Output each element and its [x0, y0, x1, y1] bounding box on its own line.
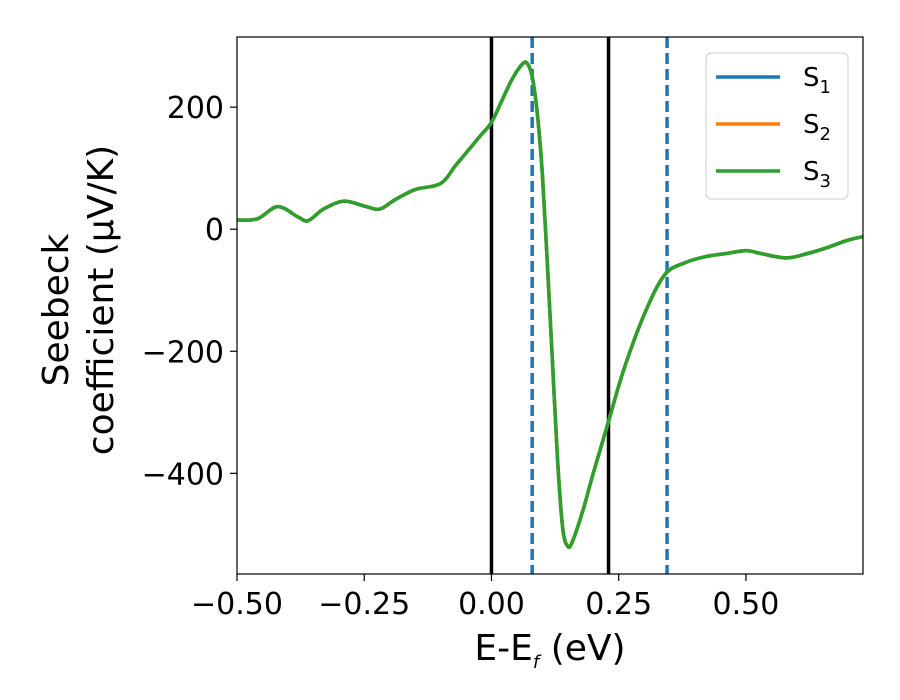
x-axis-title: E-Ef (eV) [474, 628, 625, 673]
y-axis-title-line2: coefficient (μV/K) [81, 145, 122, 455]
legend-label-S1: S1 [803, 63, 831, 98]
y-tick-label: 200 [167, 91, 224, 126]
x-ticks: −0.50 −0.25 0.00 0.25 0.50 [191, 574, 779, 622]
x-tick-label: 0.25 [585, 587, 652, 622]
y-axis-title-line1: Seebeck [36, 233, 77, 386]
x-tick-label: 0.50 [713, 587, 780, 622]
y-axis-title: Seebeck coefficient (μV/K) [36, 145, 122, 455]
x-tick-label: 0.00 [458, 587, 525, 622]
legend: S1 S2 S3 [705, 52, 849, 200]
x-tick-label: −0.50 [191, 587, 283, 622]
series-lines [237, 60, 863, 550]
legend-box [705, 52, 849, 200]
legend-label-S2: S2 [803, 110, 831, 145]
x-tick-label: −0.25 [318, 587, 410, 622]
legend-label-S3: S3 [803, 157, 831, 192]
y-tick-label: −200 [142, 335, 224, 370]
series-line-S3 [237, 60, 863, 550]
y-tick-label: −400 [142, 457, 224, 492]
y-tick-label: 0 [205, 213, 224, 248]
axes-frame [236, 36, 864, 575]
vertical-lines [489, 37, 669, 574]
y-ticks: −400 −200 0 200 [142, 91, 237, 492]
